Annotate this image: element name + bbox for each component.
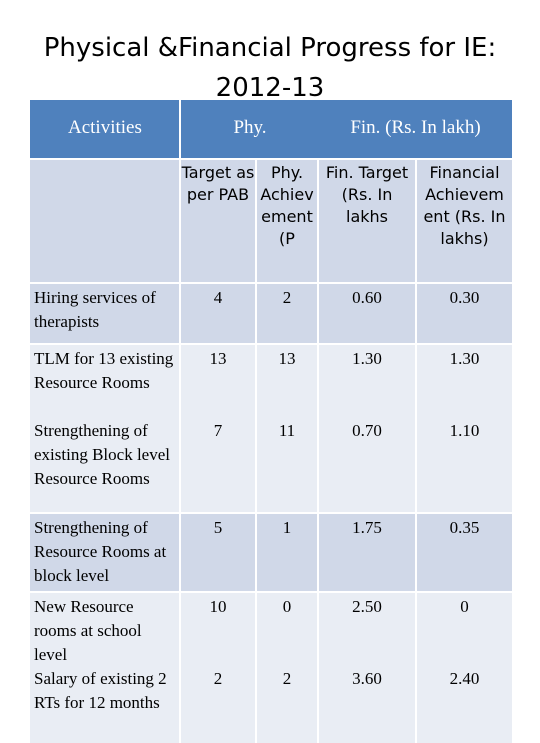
page-title: Physical &Financial Progress for IE: 201… bbox=[0, 28, 540, 108]
rows-2-3-target: 13 7 bbox=[181, 345, 257, 512]
row-5-fin-target: 2.50 bbox=[352, 597, 382, 616]
progress-table: Activities Phy. Fin. (Rs. In lakh) Targe… bbox=[30, 100, 512, 743]
row-4-target: 5 bbox=[181, 514, 257, 591]
subheader-phy-achievement: Phy. Achiev ement (P bbox=[257, 160, 319, 282]
row-4-fin-target: 1.75 bbox=[319, 514, 417, 591]
row-2-fin-target: 1.30 bbox=[352, 349, 382, 368]
rows-2-4-activities: TLM for 13 existing Resource Rooms Stren… bbox=[30, 345, 181, 512]
row-6-activity: Salary of existing 2 RTs for 12 months bbox=[34, 669, 167, 712]
row-1-fin-achievement: 0.30 bbox=[417, 284, 512, 343]
row-4-fin-achievement: 0.35 bbox=[417, 514, 512, 591]
row-6-target: 2 bbox=[213, 669, 223, 688]
rows-2-3-fin-target: 1.30 0.70 bbox=[319, 345, 417, 512]
subheader-target-pab: Target as per PAB bbox=[181, 160, 257, 282]
header-fin: Fin. (Rs. In lakh) bbox=[319, 100, 512, 158]
row-5-achievement: 0 bbox=[282, 597, 292, 616]
subheader-fin-target: Fin. Target (Rs. In lakhs bbox=[319, 160, 417, 282]
row-3-activity: Strengthening of existing Block level Re… bbox=[34, 421, 170, 488]
rows-5-6-fin-target: 2.50 3.60 bbox=[319, 593, 417, 743]
rows-5-6-activities: New Resource rooms at school level Salar… bbox=[30, 593, 181, 743]
header-activities: Activities bbox=[30, 100, 181, 158]
row-2-activity: TLM for 13 existing Resource Rooms bbox=[34, 349, 174, 392]
rows-5-6-target: 10 2 bbox=[181, 593, 257, 743]
row-3-fin-achievement: 1.10 bbox=[449, 421, 480, 440]
row-6-fin-target: 3.60 bbox=[352, 669, 382, 688]
title-line-1: Physical &Financial Progress for IE: bbox=[43, 33, 497, 63]
row-1-fin-target: 0.60 bbox=[319, 284, 417, 343]
header-phy: Phy. bbox=[181, 100, 319, 158]
row-6-fin-achievement: 2.40 bbox=[449, 669, 480, 688]
row-3-fin-target: 0.70 bbox=[352, 421, 382, 440]
row-1-achievement: 2 bbox=[257, 284, 319, 343]
row-4-achievement: 1 bbox=[257, 514, 319, 591]
row-3-target: 7 bbox=[213, 421, 223, 440]
row-5-fin-achievement: 0 bbox=[460, 597, 469, 616]
row-2-target: 13 bbox=[209, 349, 227, 368]
row-6-achievement: 2 bbox=[282, 669, 292, 688]
row-1-target: 4 bbox=[181, 284, 257, 343]
row-5-activity: New Resource rooms at school level bbox=[34, 597, 142, 664]
rows-5-6-fin-achievement: 0 2.40 bbox=[417, 593, 512, 743]
row-2-achievement: 13 bbox=[278, 349, 296, 368]
row-3-achievement: 11 bbox=[278, 421, 296, 440]
row-2-fin-achievement: 1.30 bbox=[449, 349, 480, 368]
rows-5-6-achievement: 0 2 bbox=[257, 593, 319, 743]
row-5-target: 10 bbox=[209, 597, 227, 616]
rows-2-3-achievement: 13 11 bbox=[257, 345, 319, 512]
subheader-blank bbox=[30, 160, 181, 282]
subheader-fin-achievement: Financial Achievem ent (Rs. In lakhs) bbox=[417, 160, 512, 282]
title-line-2: 2012-13 bbox=[215, 73, 325, 103]
row-4-activity: Strengthening of Resource Rooms at block… bbox=[30, 514, 181, 591]
rows-2-3-fin-achievement: 1.30 1.10 bbox=[417, 345, 512, 512]
row-1-activity: Hiring services of therapists bbox=[30, 284, 181, 343]
